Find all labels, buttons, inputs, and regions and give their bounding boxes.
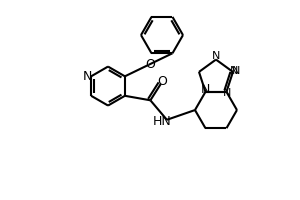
Text: N: N xyxy=(230,66,238,76)
Text: N: N xyxy=(201,83,210,96)
Text: N: N xyxy=(232,66,241,76)
Text: HN: HN xyxy=(153,115,172,128)
Text: O: O xyxy=(145,58,155,71)
Text: O: O xyxy=(157,75,167,88)
Text: N: N xyxy=(83,70,92,83)
Text: N: N xyxy=(212,51,220,61)
Text: N: N xyxy=(223,88,231,98)
